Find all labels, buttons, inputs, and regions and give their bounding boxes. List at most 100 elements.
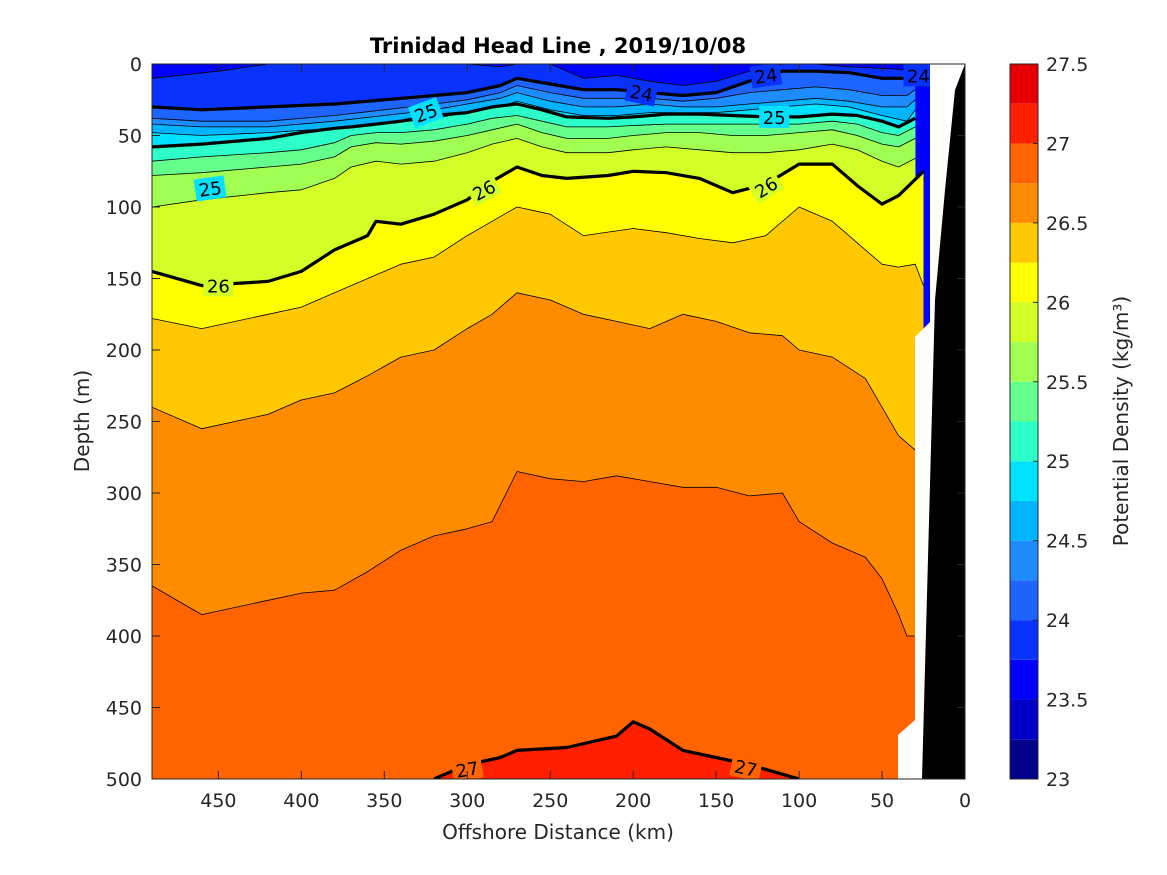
minor-contour	[152, 123, 916, 176]
y-tick-label: 450	[106, 698, 142, 720]
band-fill	[434, 721, 800, 779]
colorbar-swatch	[1010, 64, 1038, 104]
y-tick-label: 0	[130, 54, 142, 76]
colorbar-tick-label: 23.5	[1046, 690, 1088, 712]
contour-label-bg	[624, 78, 659, 107]
contour-label-text: 25	[763, 108, 786, 129]
contour-label: 24	[624, 78, 659, 107]
contour-label-bg	[450, 755, 484, 779]
x-tick-label: 300	[449, 790, 485, 812]
minor-contour	[152, 115, 916, 162]
y-tick-label: 50	[118, 126, 142, 148]
contour-label-bg	[747, 169, 785, 205]
colorbar-swatch	[1010, 461, 1038, 501]
y-tick-label: 300	[106, 483, 142, 505]
colorbar-tick-label: 26.5	[1046, 213, 1088, 235]
major-contour	[152, 69, 916, 112]
band-fill	[152, 471, 916, 779]
x-axis-label: Offshore Distance (km)	[442, 820, 674, 844]
x-tick-label: 50	[870, 790, 894, 812]
x-tick-label: 450	[200, 790, 236, 812]
thin-contour-lines	[152, 64, 924, 637]
colorbar-tick-label: 27	[1046, 133, 1070, 155]
colorbar-swatch	[1010, 103, 1038, 144]
minor-contour	[152, 64, 916, 86]
contour-label-text: 25	[198, 178, 224, 202]
contour-label: 27	[729, 753, 763, 781]
colorbar-tick-label: 24	[1046, 610, 1070, 632]
colorbar-swatch	[1010, 659, 1038, 700]
colorbar-tick-label: 23	[1046, 769, 1070, 791]
x-axis-ticks: 450 400 350 300 250 200 150 100 50 0	[200, 64, 971, 812]
shelf-mask	[898, 64, 965, 779]
contour-label: 24	[903, 64, 934, 87]
contour-label-text: 24	[628, 81, 655, 106]
colorbar-ticks: 23 23.5 24 24.5 25 25.5 26 26.5 27 27.5	[1033, 54, 1088, 791]
x-tick-label: 100	[781, 790, 817, 812]
colorbar-swatch	[1010, 421, 1038, 462]
minor-contour	[152, 138, 916, 208]
colorbar-swatch	[1010, 302, 1038, 343]
minor-contour	[152, 92, 916, 128]
y-tick-label: 200	[106, 340, 142, 362]
colorbar-swatch	[1010, 540, 1038, 581]
contour-label: 24	[749, 64, 783, 89]
colorbar-swatch	[1010, 620, 1038, 660]
colorbar	[1009, 63, 1039, 780]
contour-label-bg	[193, 175, 227, 202]
contour-label-bg	[903, 64, 934, 87]
contour-label-bg	[465, 173, 503, 207]
colorbar-swatch	[1010, 580, 1038, 621]
contour-label-bg	[749, 64, 783, 89]
colorbar-frame	[1009, 63, 1039, 780]
major-contour	[433, 720, 800, 779]
colorbar-swatch	[1010, 500, 1038, 541]
density-bands	[152, 64, 965, 779]
contour-label-bg	[407, 97, 444, 129]
labeled-contour-lines	[152, 69, 925, 779]
x-tick-label: 200	[615, 790, 651, 812]
colorbar-tick-label: 25.5	[1046, 372, 1088, 394]
colorbar-swatch	[1010, 381, 1038, 422]
colorbar-swatch	[1010, 262, 1038, 303]
contour-label-text: 24	[907, 66, 930, 87]
major-contour	[152, 162, 925, 288]
colorbar-tick-label: 25	[1046, 451, 1070, 473]
colorbar-swatch	[1010, 143, 1038, 184]
colorbar-swatch	[1010, 183, 1038, 223]
contour-label: 25	[407, 97, 444, 129]
colorbar-tick-label: 24.5	[1046, 531, 1088, 553]
minor-contour	[152, 471, 916, 637]
seafloor-bathymetry	[922, 64, 965, 779]
colorbar-tick-label: 26	[1046, 292, 1070, 314]
x-tick-label: 350	[366, 790, 402, 812]
minor-contour	[152, 85, 916, 122]
minor-contour	[152, 292, 924, 451]
colorbar-swatch	[1010, 222, 1038, 263]
x-tick-label: 150	[698, 790, 734, 812]
y-tick-label: 150	[106, 269, 142, 291]
contour-label-text: 27	[732, 756, 759, 781]
x-tick-label: 250	[532, 790, 568, 812]
contour-label: 25	[193, 175, 227, 202]
colorbar-swatch	[1010, 699, 1038, 740]
colorbar-label: Potential Density (kg/m³)	[1109, 296, 1133, 547]
minor-contour	[152, 206, 924, 329]
contour-label: 27	[450, 755, 484, 779]
major-contour	[152, 102, 916, 149]
contour-label-text: 24	[753, 65, 779, 89]
y-axis-ticks: 0 50 100 150 200 250 300 350 400 450 500	[106, 54, 965, 791]
y-tick-label: 250	[106, 412, 142, 434]
contour-label-bg	[759, 105, 790, 128]
contour-label-bg	[203, 274, 234, 297]
contour-label-text: 26	[207, 277, 230, 298]
contour-label-bg	[729, 753, 763, 779]
x-tick-label: 0	[959, 790, 971, 812]
y-tick-label: 500	[106, 769, 142, 791]
y-tick-label: 100	[106, 197, 142, 219]
chart-title: Trinidad Head Line , 2019/10/08	[370, 34, 746, 58]
colorbar-swatch	[1010, 739, 1038, 779]
